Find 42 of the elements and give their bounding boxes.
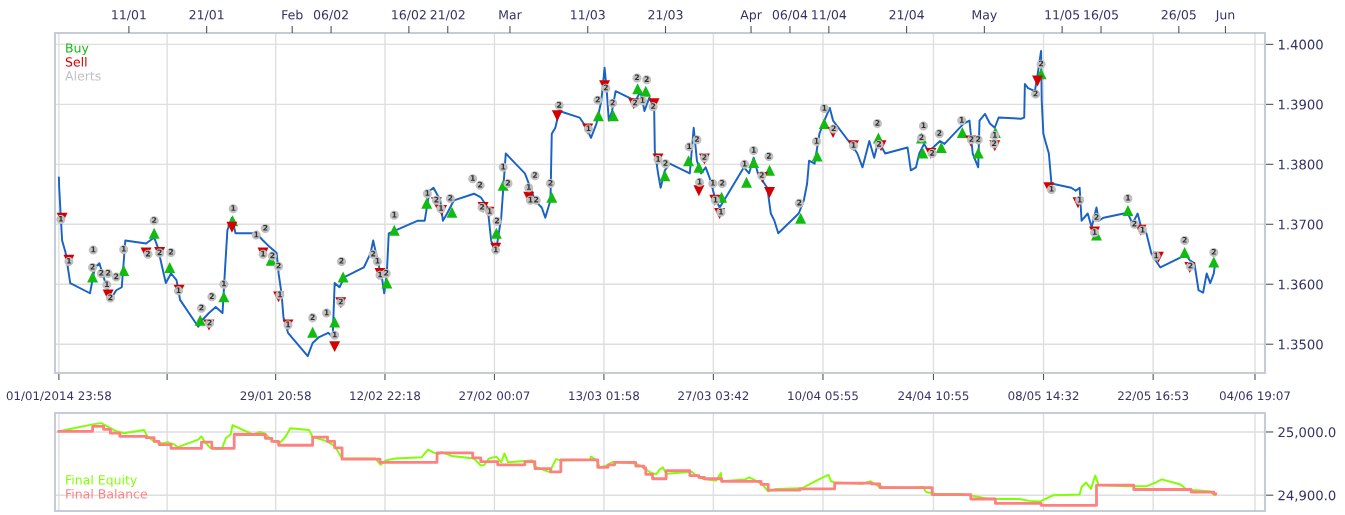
y-tick-label: 1.3800 [1278,159,1323,170]
x2-tick-label: 11/04 [812,10,847,21]
text: Alerts [65,70,101,81]
x2-tick-label: 11/05 [1045,10,1080,21]
y-tick-label: 1.3700 [1278,219,1323,230]
x-tick-label: 12/02 22:18 [350,391,421,402]
x2-tick-label: 16/02 [392,10,426,21]
x-tick-label: 01/01/2014 23:58 [6,391,111,402]
x2-tick-label: Jun [1215,10,1235,22]
x2-tick-label: 26/05 [1161,10,1196,21]
x-tick-label: 08/05 14:32 [1008,391,1079,402]
x2-tick-label: 11/01 [112,10,146,21]
y-tick-label: 1.3900 [1278,99,1323,110]
x2-tick-label: 21/03 [648,10,683,21]
y-tick-label: 1.4000 [1278,39,1323,50]
y-tick-label: 1.3500 [1278,339,1323,350]
x2-tick-label: Mar [499,10,522,20]
x2-tick-label: 06/04 [772,10,808,21]
y-tick-label: 25,000.0 [1278,427,1336,439]
x2-tick-label: Feb [282,9,303,20]
x2-tick-label: 21/04 [889,10,924,21]
x2-tick-label: 06/02 [313,10,348,21]
text: Final Equity [66,474,137,488]
x-tick-label: 27/03 03:42 [678,391,749,402]
x2-tick-label: 16/05 [1084,10,1118,21]
x-tick-label: 29/01 20:58 [240,391,311,402]
text: Sell [65,56,87,67]
x2-tick-label: Apr [740,10,762,22]
x2-tick-label: 21/02 [430,10,465,21]
y-tick-label: 24,900.0 [1278,490,1336,502]
x2-tick-label: 11/03 [571,10,605,21]
x-tick-label: 04/06 19:07 [1219,391,1290,402]
x-tick-label: 27/02 00:07 [459,391,530,402]
x-tick-label: 13/03 01:58 [569,391,640,402]
x-tick-label: 24/04 10:55 [898,391,969,402]
text: Final Balance [66,488,147,499]
y-tick-label: 1.3600 [1278,279,1323,290]
x2-tick-label: May [972,10,997,22]
x-tick-label: 22/05 16:53 [1118,391,1189,402]
text: Buy [66,43,89,56]
x2-tick-label: 21/01 [189,10,224,21]
x-tick-label: 10/04 05:55 [788,391,858,402]
